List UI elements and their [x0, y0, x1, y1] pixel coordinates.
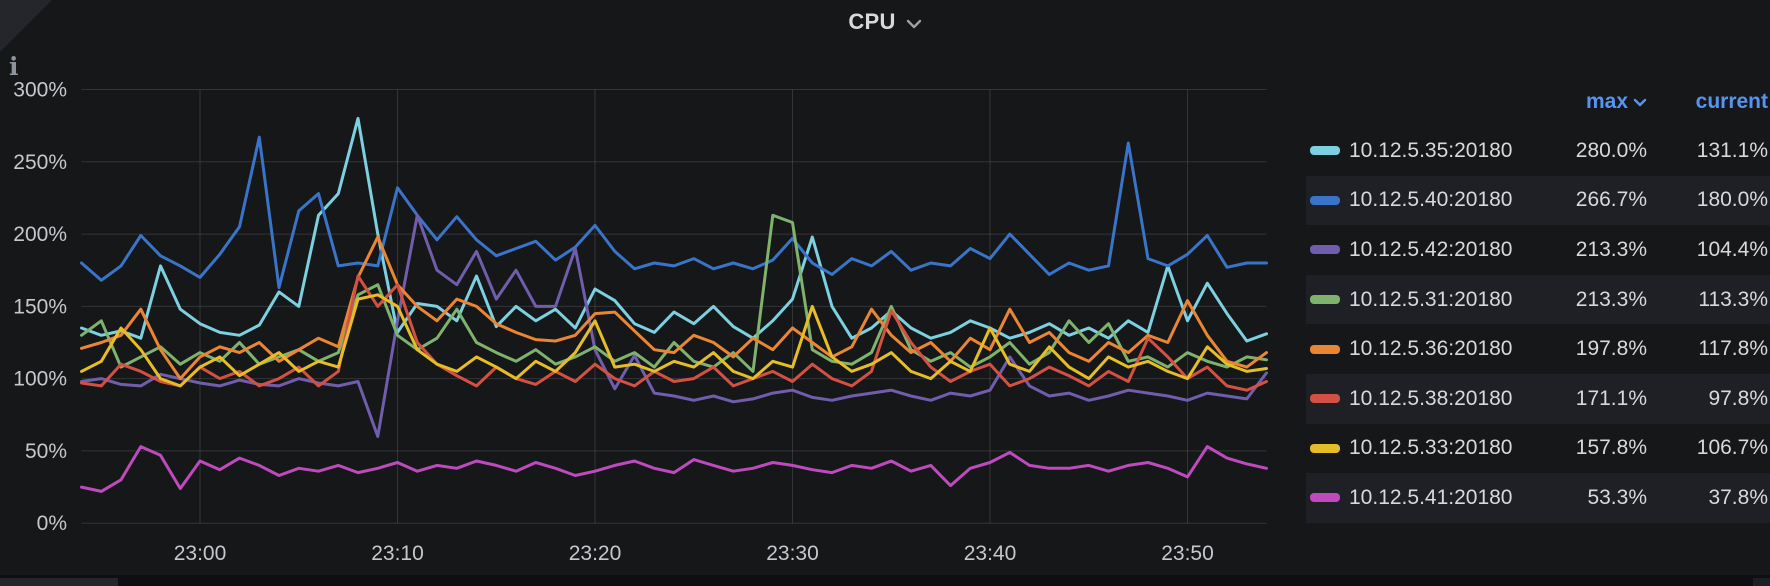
y-axis-tick-label: 0% — [37, 512, 67, 535]
y-axis-tick-label: 100% — [13, 368, 67, 391]
series-color-swatch — [1310, 443, 1340, 453]
series-current-value: 104.4% — [1696, 237, 1768, 261]
series-max-value: 157.8% — [1575, 436, 1647, 460]
series-name[interactable]: 10.12.5.40:20180 — [1349, 188, 1513, 212]
series-current-value: 180.0% — [1696, 188, 1768, 212]
y-axis-tick-label: 50% — [25, 440, 67, 463]
series-name[interactable]: 10.12.5.33:20180 — [1349, 436, 1513, 460]
legend-row[interactable]: 10.12.5.36:20180 197.8% 117.8% — [1306, 324, 1770, 374]
legend-row[interactable]: 10.12.5.42:20180 213.3% 104.4% — [1306, 225, 1770, 275]
series-color-swatch — [1310, 146, 1340, 156]
x-axis-tick-label: 23:00 — [174, 542, 227, 565]
legend-row[interactable]: 10.12.5.40:20180 266.7% 180.0% — [1306, 175, 1770, 226]
x-axis-tick-label: 23:50 — [1161, 542, 1214, 565]
x-axis-tick-label: 23:40 — [964, 542, 1017, 565]
legend-row[interactable]: 10.12.5.35:20180 280.0% 131.1% — [1306, 126, 1770, 176]
legend-row[interactable]: 10.12.5.38:20180 171.1% 97.8% — [1306, 373, 1770, 424]
sort-chevron-down-icon — [1633, 98, 1647, 106]
series-max-value: 280.0% — [1575, 138, 1647, 162]
series-line-10.12.5.35:20180 — [80, 116, 1268, 343]
y-axis-tick-label: 200% — [13, 223, 67, 246]
series-max-value: 171.1% — [1575, 386, 1647, 410]
series-color-swatch — [1310, 245, 1340, 255]
series-current-value: 97.8% — [1708, 386, 1768, 410]
series-name[interactable]: 10.12.5.41:20180 — [1349, 485, 1513, 509]
axis-labels: 0% 50% 100% 150% 200% 250% 300% 23:00 23:10 23:20… — [13, 79, 1214, 566]
series-current-value: 106.7% — [1696, 436, 1768, 460]
chevron-down-icon — [906, 19, 921, 29]
series-color-swatch — [1310, 394, 1340, 404]
series-max-value: 266.7% — [1575, 188, 1647, 212]
next-panel-edge-left — [0, 578, 118, 586]
dashboard-gap — [0, 575, 1770, 586]
legend-header: max current — [1306, 80, 1770, 124]
panel-header[interactable]: CPU — [0, 0, 1770, 44]
x-axis-tick-label: 23:10 — [371, 542, 424, 565]
series-name[interactable]: 10.12.5.35:20180 — [1349, 138, 1513, 162]
y-axis-tick-label: 300% — [13, 79, 67, 102]
series-name[interactable]: 10.12.5.36:20180 — [1349, 337, 1513, 361]
series-max-value: 213.3% — [1575, 287, 1647, 311]
series-current-value: 113.3% — [1698, 287, 1768, 311]
series-color-swatch — [1310, 195, 1340, 205]
series-name[interactable]: 10.12.5.38:20180 — [1349, 386, 1513, 410]
x-axis-tick-label: 23:30 — [766, 542, 819, 565]
grid-lines — [81, 89, 1267, 524]
series-line-10.12.5.33:20180 — [80, 293, 1268, 388]
series-line-10.12.5.36:20180 — [80, 235, 1268, 381]
series-max-value: 53.3% — [1587, 485, 1647, 509]
series-color-swatch — [1310, 295, 1340, 305]
legend-row[interactable]: 10.12.5.33:20180 157.8% 106.7% — [1306, 424, 1770, 474]
panel-info-corner[interactable]: i — [0, 0, 52, 80]
series-line-10.12.5.31:20180 — [80, 213, 1268, 373]
panel-title[interactable]: CPU — [848, 9, 896, 34]
next-panel-edge-right — [1753, 578, 1770, 586]
series-name[interactable]: 10.12.5.31:20180 — [1349, 287, 1513, 311]
legend-row[interactable]: 10.12.5.41:20180 53.3% 37.8% — [1306, 473, 1770, 523]
series-line-10.12.5.40:20180 — [80, 135, 1268, 290]
series-current-value: 37.8% — [1708, 485, 1768, 509]
series-name[interactable]: 10.12.5.42:20180 — [1349, 237, 1513, 261]
info-icon: i — [9, 52, 19, 81]
series-current-value: 131.1% — [1696, 138, 1768, 162]
legend-sort-max[interactable]: max — [1508, 90, 1647, 114]
legend-row[interactable]: 10.12.5.31:20180 213.3% 113.3% — [1306, 274, 1770, 325]
series-current-value: 117.8% — [1698, 337, 1768, 361]
series-color-swatch — [1310, 493, 1340, 503]
legend-table: max current 10.12.5.35:20180 280.0% 131.… — [1306, 80, 1770, 523]
series-color-swatch — [1310, 344, 1340, 354]
series-max-value: 213.3% — [1575, 237, 1647, 261]
y-axis-tick-label: 150% — [13, 295, 67, 318]
series-line-10.12.5.41:20180 — [80, 445, 1268, 493]
x-axis-tick-label: 23:20 — [569, 542, 622, 565]
legend-column-max-label: max — [1585, 90, 1628, 113]
series-line-10.12.5.42:20180 — [80, 213, 1268, 438]
series-max-value: 197.8% — [1575, 337, 1647, 361]
y-axis-tick-label: 250% — [13, 151, 67, 174]
legend-sort-current[interactable]: current — [1695, 90, 1768, 113]
series-line-10.12.5.38:20180 — [80, 274, 1268, 392]
